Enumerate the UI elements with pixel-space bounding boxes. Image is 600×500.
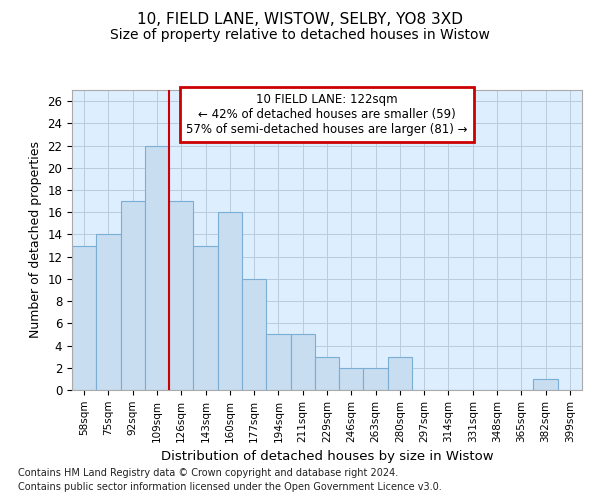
Bar (121, 201, 145, 390)
Text: 10 FIELD LANE: 122sqm
← 42% of detached houses are smaller (59)
57% of semi-deta: 10 FIELD LANE: 122sqm ← 42% of detached … (186, 93, 468, 136)
Bar (339, 368, 364, 390)
Bar (315, 356, 339, 390)
Bar (266, 334, 290, 390)
Text: Size of property relative to detached houses in Wistow: Size of property relative to detached ho… (110, 28, 490, 42)
Bar (364, 368, 388, 390)
Bar (193, 246, 218, 390)
Bar (388, 356, 412, 390)
Bar (290, 334, 315, 390)
Text: Contains public sector information licensed under the Open Government Licence v3: Contains public sector information licen… (18, 482, 442, 492)
Bar (169, 201, 193, 390)
Bar (96, 234, 121, 390)
Text: Contains HM Land Registry data © Crown copyright and database right 2024.: Contains HM Land Registry data © Crown c… (18, 468, 398, 477)
Bar (218, 212, 242, 390)
Text: 10, FIELD LANE, WISTOW, SELBY, YO8 3XD: 10, FIELD LANE, WISTOW, SELBY, YO8 3XD (137, 12, 463, 28)
Y-axis label: Number of detached properties: Number of detached properties (29, 142, 42, 338)
Bar (533, 379, 558, 390)
Bar (72, 246, 96, 390)
Bar (145, 146, 169, 390)
X-axis label: Distribution of detached houses by size in Wistow: Distribution of detached houses by size … (161, 450, 493, 463)
Bar (242, 279, 266, 390)
